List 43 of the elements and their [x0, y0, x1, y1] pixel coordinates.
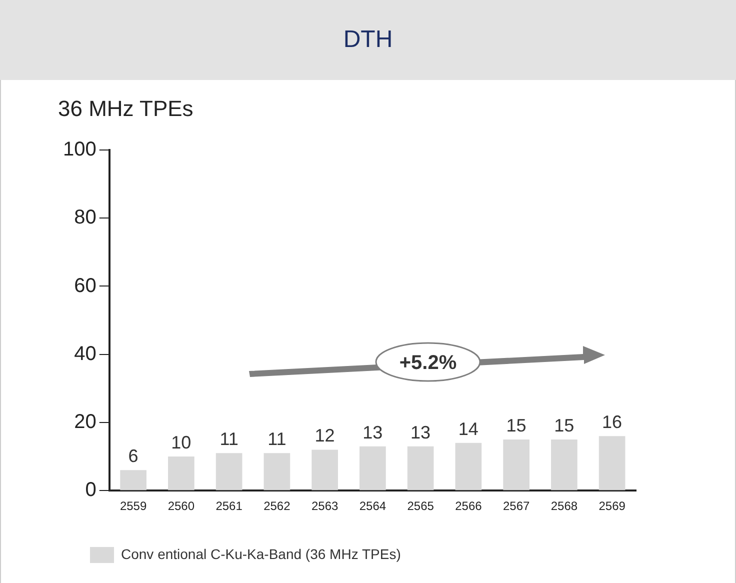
bar	[551, 440, 578, 490]
y-tick-label: 0	[85, 479, 96, 502]
data-label: 12	[314, 426, 335, 446]
bar	[120, 470, 146, 490]
x-tick-label: 2560	[168, 499, 195, 514]
data-label: 11	[268, 429, 286, 450]
x-tick-label: 2566	[455, 499, 482, 514]
y-tick-label: 60	[74, 274, 96, 297]
bar	[216, 453, 242, 490]
bar	[312, 450, 338, 490]
data-label: 13	[362, 422, 383, 442]
data-label: 15	[506, 415, 526, 436]
data-label: 10	[171, 432, 192, 453]
x-tick-label: 2564	[359, 499, 386, 514]
data-label: 15	[554, 415, 574, 436]
data-label: 6	[128, 446, 138, 466]
x-tick-label: 2562	[264, 499, 291, 514]
x-tick-label: 2563	[311, 499, 338, 514]
x-tick-label: 2565	[407, 499, 434, 514]
y-tick-label: 40	[74, 342, 96, 365]
bar	[598, 436, 626, 490]
bar	[360, 446, 386, 490]
x-tick-label: 2569	[598, 499, 626, 514]
chart-title: DTH	[0, 0, 736, 80]
legend-label: Conv entional C-Ku-Ka-Band (36 MHz TPEs)	[121, 546, 401, 562]
x-tick-label: 2561	[216, 499, 243, 514]
y-tick-label: 80	[74, 206, 96, 229]
y-axis-title: 36 MHz TPEs	[58, 96, 194, 122]
annotation: +5.2%	[376, 344, 480, 382]
data-label: 11	[220, 429, 238, 450]
bar	[264, 453, 290, 490]
x-tick-label: 2568	[550, 499, 578, 514]
y-tick-label: 20	[74, 410, 96, 433]
data-label: 14	[458, 418, 478, 439]
bar	[407, 446, 434, 490]
bar	[168, 456, 194, 490]
y-tick-label: 100	[62, 138, 96, 161]
x-tick-label: 2559	[120, 499, 147, 514]
data-label: 16	[602, 412, 622, 432]
bar	[503, 440, 530, 490]
x-tick-label: 2567	[502, 499, 530, 514]
data-label: 13	[410, 422, 431, 442]
bar	[455, 442, 482, 490]
